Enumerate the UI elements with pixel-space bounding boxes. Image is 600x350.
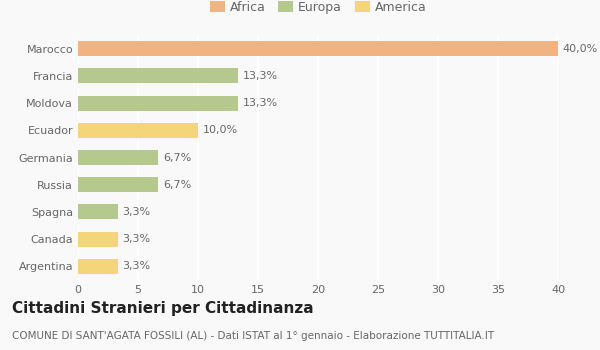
Bar [78,96,238,111]
Text: 6,7%: 6,7% [163,153,191,162]
Text: 3,3%: 3,3% [122,261,151,271]
Text: 40,0%: 40,0% [563,44,598,54]
Bar [78,68,238,83]
Text: COMUNE DI SANT'AGATA FOSSILI (AL) - Dati ISTAT al 1° gennaio - Elaborazione TUTT: COMUNE DI SANT'AGATA FOSSILI (AL) - Dati… [12,331,494,341]
Bar [78,41,558,56]
Bar [78,259,118,274]
Text: Cittadini Stranieri per Cittadinanza: Cittadini Stranieri per Cittadinanza [12,301,314,316]
Text: 3,3%: 3,3% [122,234,151,244]
Text: 13,3%: 13,3% [242,98,278,108]
Text: 3,3%: 3,3% [122,207,151,217]
Text: 13,3%: 13,3% [242,71,278,81]
Bar [78,177,158,192]
Bar [78,204,118,219]
Legend: Africa, Europa, America: Africa, Europa, America [205,0,431,19]
Bar [78,123,198,138]
Text: 6,7%: 6,7% [163,180,191,190]
Text: 10,0%: 10,0% [203,125,238,135]
Bar [78,150,158,165]
Bar [78,232,118,247]
